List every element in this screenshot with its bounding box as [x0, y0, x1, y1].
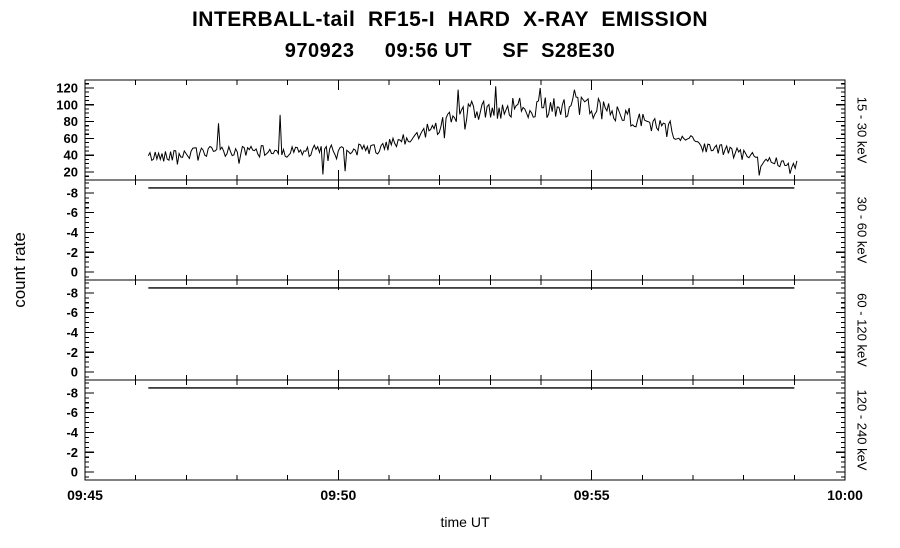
svg-text:0: 0 — [71, 265, 78, 280]
svg-text:-8: -8 — [66, 185, 78, 200]
chart-subtitle: 970923 09:56 UT SF S28E30 — [284, 40, 616, 62]
svg-text:-8: -8 — [66, 285, 78, 300]
x-tick-label-0955: 09:55 — [573, 487, 610, 503]
x-axis-label: time UT — [440, 514, 490, 530]
svg-text:20: 20 — [64, 165, 78, 180]
svg-text:0: 0 — [71, 465, 78, 480]
svg-text:-2: -2 — [66, 445, 78, 460]
svg-text:40: 40 — [64, 148, 78, 163]
svg-text:120: 120 — [56, 80, 78, 95]
svg-text:-6: -6 — [66, 305, 78, 320]
svg-text:100: 100 — [56, 97, 78, 112]
x-tick-label-1000: 10:00 — [827, 487, 863, 503]
x-tick-label-0950: 09:50 — [320, 487, 357, 503]
chart-title: INTERBALL-tail RF15-I HARD X-RAY EMISSIO… — [191, 8, 709, 31]
svg-text:-4: -4 — [66, 325, 78, 340]
svg-text:-4: -4 — [66, 225, 78, 240]
svg-text:-2: -2 — [66, 245, 78, 260]
x-tick-label-0945: 09:45 — [67, 487, 103, 503]
svg-text:-2: -2 — [66, 345, 78, 360]
svg-text:-6: -6 — [66, 405, 78, 420]
svg-text:0: 0 — [71, 365, 78, 380]
svg-text:-8: -8 — [66, 385, 78, 400]
svg-text:80: 80 — [64, 114, 78, 129]
svg-text:60: 60 — [64, 131, 78, 146]
svg-text:-6: -6 — [66, 205, 78, 220]
svg-text:-4: -4 — [66, 425, 78, 440]
